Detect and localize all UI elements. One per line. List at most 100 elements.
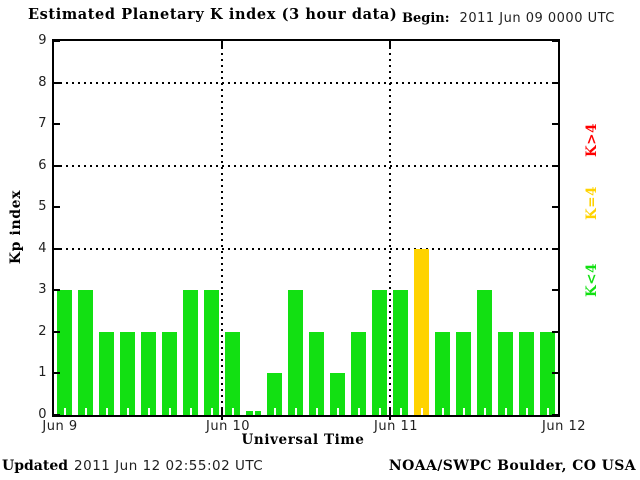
legend-item-2: K<4 (584, 263, 600, 297)
y-tick-label-8: 8 (38, 74, 47, 90)
three-hour-tick (546, 408, 549, 415)
kp-bar-0 (57, 290, 72, 415)
y-tick-right-8 (552, 81, 558, 84)
kp-bar-9 (246, 408, 261, 415)
day-tick-bottom (221, 407, 223, 420)
y-tick-right-4 (552, 247, 558, 250)
kp-bar-7 (204, 290, 219, 415)
y-tick-label-5: 5 (38, 199, 47, 215)
y-tick-left-4 (54, 247, 60, 250)
y-tick-left-0 (54, 414, 60, 416)
kp-bar-6 (183, 290, 198, 415)
y-tick-left-5 (54, 206, 60, 209)
gridline-y-6 (54, 164, 558, 167)
three-hour-tick (189, 408, 192, 415)
updated-label: Updated (2, 458, 69, 474)
chart-title: Estimated Planetary K index (3 hour data… (28, 6, 398, 23)
three-hour-tick (294, 408, 297, 415)
y-tick-right-6 (552, 164, 558, 167)
y-tick-label-0: 0 (38, 407, 47, 422)
kp-bar-5 (162, 331, 177, 415)
y-tick-right-7 (552, 123, 558, 126)
kp-bar-10 (267, 373, 282, 415)
x-day-label-0: Jun 9 (42, 419, 78, 434)
source-caption: NOAA/SWPC Boulder, CO USA (388, 458, 636, 474)
three-hour-tick (525, 408, 528, 415)
y-tick-left-3 (54, 289, 60, 292)
y-tick-right-0 (552, 414, 558, 416)
kp-bar-23 (540, 331, 555, 415)
begin-label: Begin: (402, 11, 450, 26)
begin-value: 2011 Jun 09 0000 UTC (459, 11, 615, 26)
three-hour-tick (315, 408, 318, 415)
y-tick-left-9 (54, 40, 60, 42)
three-hour-tick (420, 408, 423, 415)
y-tick-label-7: 7 (38, 116, 47, 132)
y-tick-right-3 (552, 289, 558, 292)
x-day-label-1: Jun 10 (206, 419, 250, 434)
y-tick-left-6 (54, 164, 60, 167)
kp-bar-14 (351, 331, 366, 415)
day-tick-top (221, 41, 223, 49)
kp-bar-13 (330, 373, 345, 415)
y-tick-right-2 (552, 330, 558, 333)
gridline-y-8 (54, 81, 558, 84)
day-tick-bottom (389, 407, 391, 420)
three-hour-tick (504, 408, 507, 415)
kp-bar-18 (435, 331, 450, 415)
kp-bar-1 (78, 290, 93, 415)
kp-bar-17 (414, 248, 429, 415)
legend-item-0: K>4 (584, 123, 600, 157)
three-hour-tick (462, 408, 465, 415)
kp-bar-15 (372, 290, 387, 415)
three-hour-tick (147, 408, 150, 415)
updated-value: 2011 Jun 12 02:55:02 UTC (74, 458, 264, 474)
y-tick-left-2 (54, 330, 60, 333)
day-boundary-line (389, 41, 391, 415)
three-hour-tick (378, 408, 381, 415)
three-hour-tick (336, 408, 339, 415)
legend-item-1: K=4 (584, 186, 600, 220)
three-hour-tick (483, 408, 486, 415)
gridline-y-4 (54, 247, 558, 250)
plot-area (52, 39, 560, 420)
y-tick-left-7 (54, 123, 60, 126)
y-tick-label-6: 6 (38, 157, 47, 173)
day-boundary-line (221, 41, 223, 415)
kp-bar-4 (141, 331, 156, 415)
y-tick-right-1 (552, 372, 558, 375)
y-tick-label-4: 4 (38, 240, 47, 256)
three-hour-tick (105, 408, 108, 415)
three-hour-tick (231, 408, 234, 415)
kp-bar-11 (288, 290, 303, 415)
three-hour-tick (357, 408, 360, 415)
y-tick-label-3: 3 (38, 282, 47, 298)
kp-bar-22 (519, 331, 534, 415)
begin-caption: Begin: 2011 Jun 09 0000 UTC (402, 11, 615, 26)
three-hour-tick (63, 408, 66, 415)
three-hour-tick (168, 408, 171, 415)
y-tick-label-2: 2 (38, 323, 47, 339)
kp-bar-2 (99, 331, 114, 415)
kp-bar-12 (309, 331, 324, 415)
y-tick-label-9: 9 (38, 33, 47, 48)
three-hour-tick (441, 408, 444, 415)
x-day-label-3: Jun 12 (542, 419, 586, 434)
x-day-label-2: Jun 11 (374, 419, 418, 434)
three-hour-tick (126, 408, 129, 415)
y-tick-right-9 (552, 40, 558, 42)
kp-bar-19 (456, 331, 471, 415)
y-tick-right-5 (552, 206, 558, 209)
day-tick-top (389, 41, 391, 49)
y-tick-label-1: 1 (38, 365, 47, 381)
three-hour-tick (210, 408, 213, 415)
kp-bar-16 (393, 290, 408, 415)
y-tick-left-1 (54, 372, 60, 375)
three-hour-tick (84, 408, 87, 415)
kp-bar-21 (498, 331, 513, 415)
kp-bar-3 (120, 331, 135, 415)
three-hour-tick (252, 408, 255, 415)
three-hour-tick (273, 408, 276, 415)
kp-bar-20 (477, 290, 492, 415)
